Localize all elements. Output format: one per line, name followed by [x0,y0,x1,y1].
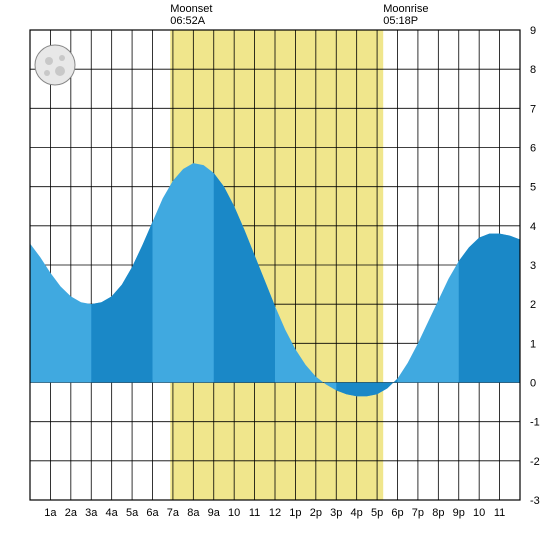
y-axis-label: 2 [530,299,536,311]
tide-chart-svg: 1a2a3a4a5a6a7a8a9a1011121p2p3p4p5p6p7p8p… [0,0,550,550]
y-axis-label: 0 [530,378,536,390]
y-axis-label: -3 [530,495,540,507]
annotation-time: 06:52A [170,15,206,27]
y-axis-label: -2 [530,456,540,468]
x-axis-label: 3p [330,507,342,519]
y-axis-label: 1 [530,338,536,350]
moon-icon [35,45,75,85]
x-axis-label: 1p [289,507,301,519]
x-axis-label: 4a [106,507,119,519]
annotation-title: Moonrise [383,3,428,15]
y-axis-label: 4 [530,221,536,233]
x-axis-label: 5p [371,507,383,519]
x-axis-label: 5a [126,507,139,519]
x-axis-label: 9p [453,507,465,519]
y-axis-label: -1 [530,417,540,429]
tide-area-dark [459,234,520,383]
annotation-time: 05:18P [383,15,418,27]
x-axis-label: 4p [351,507,363,519]
y-axis-label: 5 [530,182,536,194]
y-axis-label: 6 [530,143,536,155]
x-axis-label: 8a [187,507,200,519]
x-axis-label: 3a [85,507,98,519]
annotation-title: Moonset [170,3,212,15]
y-axis-label: 9 [530,25,536,37]
x-axis-label: 12 [269,507,281,519]
x-axis-label: 6p [391,507,403,519]
x-axis-label: 6a [146,507,159,519]
x-axis-label: 7a [167,507,180,519]
y-axis-label: 8 [530,64,536,76]
tide-chart: 1a2a3a4a5a6a7a8a9a1011121p2p3p4p5p6p7p8p… [0,0,550,550]
x-axis-label: 1a [44,507,57,519]
x-axis-label: 10 [228,507,240,519]
x-axis-label: 10 [473,507,485,519]
x-axis-label: 8p [432,507,444,519]
y-axis-label: 7 [530,103,536,115]
y-axis-label: 3 [530,260,536,272]
x-axis-label: 9a [208,507,221,519]
x-axis-label: 2a [65,507,78,519]
x-axis-label: 11 [249,507,260,519]
x-axis-label: 7p [412,507,424,519]
x-axis-label: 2p [310,507,322,519]
x-axis-label: 11 [494,507,505,519]
